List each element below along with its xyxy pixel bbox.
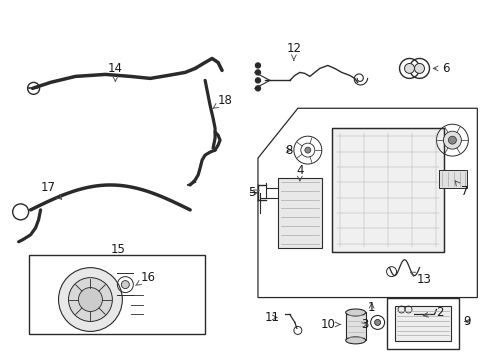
Circle shape — [255, 86, 260, 91]
Circle shape — [59, 268, 122, 332]
Text: 9: 9 — [463, 315, 470, 328]
Text: 12: 12 — [286, 42, 301, 60]
Text: 8: 8 — [285, 144, 292, 157]
Bar — [394, 306, 450, 341]
Text: 7: 7 — [454, 181, 467, 198]
Circle shape — [255, 78, 260, 83]
Text: 13: 13 — [409, 272, 431, 286]
Text: 5: 5 — [248, 186, 259, 199]
Circle shape — [443, 131, 461, 149]
Circle shape — [404, 63, 414, 73]
Circle shape — [374, 319, 380, 325]
Text: 6: 6 — [432, 62, 448, 75]
Text: 10: 10 — [320, 318, 340, 331]
Circle shape — [447, 136, 455, 144]
Bar — [345, 312, 365, 340]
Bar — [277, 178, 321, 248]
Text: 2: 2 — [423, 306, 442, 319]
Circle shape — [255, 70, 260, 75]
Text: 15: 15 — [111, 243, 125, 256]
Circle shape — [68, 278, 112, 321]
Text: 17: 17 — [41, 181, 61, 199]
Circle shape — [78, 288, 102, 311]
Bar — [439, 170, 467, 188]
Text: 14: 14 — [108, 62, 122, 81]
Bar — [331, 128, 444, 252]
Ellipse shape — [345, 337, 365, 344]
Circle shape — [121, 280, 129, 289]
Ellipse shape — [345, 309, 365, 316]
Text: 3: 3 — [360, 318, 367, 331]
Circle shape — [414, 63, 424, 73]
Bar — [29, 255, 204, 334]
Text: 1: 1 — [367, 301, 375, 314]
Text: 4: 4 — [296, 163, 303, 181]
Circle shape — [255, 63, 260, 68]
Bar — [386, 298, 458, 349]
Circle shape — [304, 147, 310, 153]
Text: 16: 16 — [135, 271, 156, 285]
Text: 18: 18 — [212, 94, 232, 109]
Text: 11: 11 — [264, 311, 279, 324]
Bar — [331, 128, 444, 252]
